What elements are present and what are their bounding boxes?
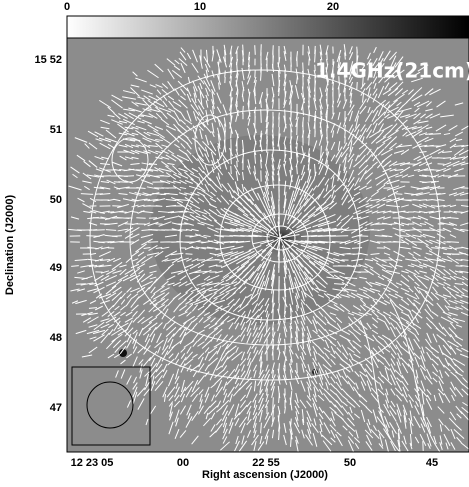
- annotation: 1.4GHz(21cm): [315, 59, 469, 83]
- vector: [423, 230, 435, 231]
- x-tick-label: 00: [177, 457, 189, 469]
- vector: [231, 152, 232, 165]
- vector: [225, 70, 226, 77]
- vector: [119, 212, 127, 213]
- vector: [309, 134, 310, 145]
- vector: [297, 363, 298, 373]
- vector: [330, 236, 348, 237]
- vector: [291, 419, 292, 426]
- y-tick-label: 47: [50, 402, 62, 414]
- vector: [438, 164, 445, 165]
- vector: [112, 206, 121, 207]
- vector: [455, 248, 462, 249]
- y-axis-label: Declination (J2000): [4, 195, 16, 296]
- vector: [89, 308, 97, 309]
- x-tick-label: 12 23 05: [71, 457, 114, 469]
- colorbar-tick-label: 10: [194, 1, 206, 13]
- vector: [261, 109, 262, 123]
- y-tick-label: 48: [50, 332, 62, 344]
- vector: [357, 82, 358, 90]
- vector: [267, 64, 268, 72]
- vector: [93, 230, 105, 231]
- vector: [426, 200, 432, 201]
- colorbar: [67, 16, 469, 38]
- colorbar-tick-label: 0: [64, 1, 70, 13]
- vector: [255, 45, 256, 55]
- vector: [297, 143, 298, 149]
- y-tick-label: 50: [50, 194, 62, 206]
- vector: [297, 166, 298, 174]
- vector: [352, 248, 362, 249]
- x-tick-label: 50: [344, 457, 356, 469]
- vector: [112, 236, 122, 237]
- x-axis-label: Right ascension (J2000): [202, 469, 328, 481]
- vector: [297, 305, 298, 311]
- vector: [148, 242, 158, 243]
- vector: [291, 112, 292, 121]
- y-tick-label: 49: [50, 262, 62, 274]
- y-tick-label: 51: [50, 124, 62, 136]
- vector: [71, 266, 79, 267]
- vector: [461, 188, 469, 189]
- x-tick-label: 45: [426, 457, 438, 469]
- colorbar-tick-label: 20: [327, 1, 339, 13]
- x-tick-label: 22 55: [252, 457, 280, 469]
- y-tick-label: 15 52: [34, 54, 62, 66]
